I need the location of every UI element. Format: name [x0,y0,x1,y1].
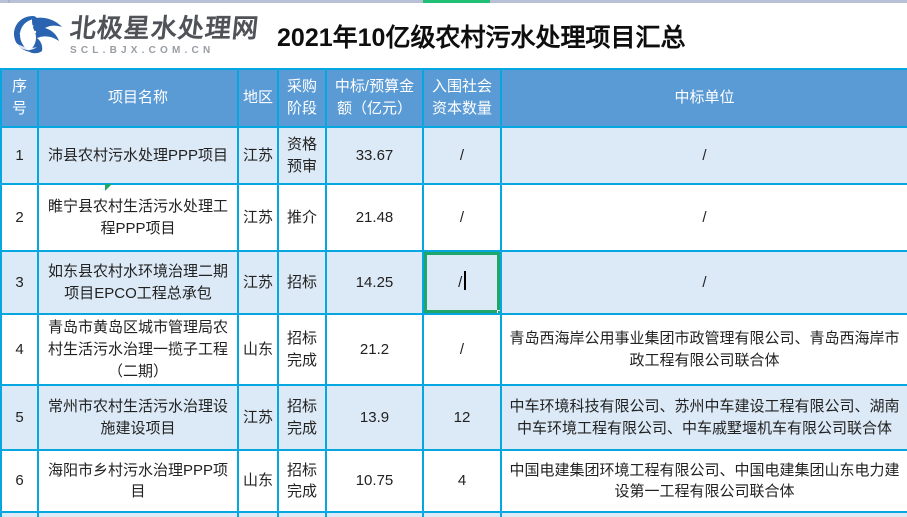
cell-winner[interactable]: 中车环境科技有限公司、苏州中车建设工程有限公司、湖南中车环境工程有限公司、中车戚… [500,384,907,452]
cell-amount[interactable]: 21.48 [325,183,424,252]
table-body: 1 沛县农村污水处理PPP项目 江苏 资格预审 33.67 / / 2 睢宁县农… [0,126,907,517]
cell-region[interactable]: 江苏 [237,126,279,185]
logo-text: 北极星水处理网 SCL.BJX.COM.CN [68,13,261,56]
comment-marker-icon [105,184,112,191]
col-header-index[interactable]: 序号 [0,68,39,128]
cell-project-name[interactable]: 如东县农村水环境治理二期项目EPCO工程总承包 [37,250,239,315]
cell-stage[interactable]: 招标完成 [277,312,327,387]
cell-winner[interactable]: / [500,126,907,185]
col-header-amount[interactable]: 中标/预算金额（亿元） [325,68,424,128]
cell-amount[interactable]: 10.75 [325,449,424,514]
scrollbar-thumb[interactable] [423,0,490,3]
cell-project-name[interactable]: 睢宁县农村生活污水处理工程PPP项目 [37,183,239,252]
table-header: 序号 项目名称 地区 采购阶段 中标/预算金额（亿元） 入围社会资本数量 中标单… [0,68,907,128]
cell-stage[interactable]: 招标 [277,250,327,315]
cell-index[interactable]: 2 [0,183,39,252]
cell-amount[interactable]: 13.9 [325,384,424,452]
table-row: 5 常州市农村生活污水治理设施建设项目 江苏 招标完成 13.9 12 中车环境… [0,384,907,452]
text-cursor [464,271,466,291]
cell-region[interactable]: 江苏 [237,183,279,252]
table-row: 6 海阳市乡村污水治理PPP项目 山东 招标完成 10.75 4 中国电建集团环… [0,449,907,514]
cell-index[interactable]: 5 [0,384,39,452]
cell-project-name[interactable]: 海阳市乡村污水治理PPP项目 [37,449,239,514]
cell-empty[interactable] [237,511,279,517]
col-header-capital-count[interactable]: 入围社会资本数量 [422,68,502,128]
cell-capital-count[interactable]: / [422,126,502,185]
logo-domain: SCL.BJX.COM.CN [70,44,215,56]
cell-capital-count[interactable]: / [422,250,502,315]
cell-index[interactable]: 4 [0,312,39,387]
table-row: 2 睢宁县农村生活污水处理工程PPP项目 江苏 推介 21.48 / / [0,183,907,252]
horizontal-scrollbar[interactable] [0,0,907,3]
col-header-stage[interactable]: 采购阶段 [277,68,327,128]
cell-stage[interactable]: 招标完成 [277,384,327,452]
cell-stage[interactable]: 推介 [277,183,327,252]
table-row-partial [0,511,907,517]
cell-capital-count[interactable]: 12 [422,384,502,452]
cell-index[interactable]: 3 [0,250,39,315]
cell-amount[interactable]: 33.67 [325,126,424,185]
cell-project-name[interactable]: 青岛市黄岛区城市管理局农村生活污水治理一揽子工程（二期） [37,312,239,387]
cell-empty[interactable] [500,511,907,517]
cell-capital-count[interactable]: / [422,183,502,252]
cell-stage[interactable]: 招标完成 [277,449,327,514]
page-title: 2021年10亿级农村污水处理项目汇总 [277,23,686,52]
logo-name: 北极星水处理网 [68,13,261,44]
cell-winner[interactable]: / [500,250,907,315]
logo: 北极星水处理网 SCL.BJX.COM.CN [10,13,261,59]
col-header-project-name[interactable]: 项目名称 [37,68,239,128]
fill-handle[interactable] [497,310,499,312]
cell-stage[interactable]: 资格预审 [277,126,327,185]
table-row: 4 青岛市黄岛区城市管理局农村生活污水治理一揽子工程（二期） 山东 招标完成 2… [0,312,907,387]
table-row: 3 如东县农村水环境治理二期项目EPCO工程总承包 江苏 招标 14.25 / … [0,250,907,315]
cell-region[interactable]: 山东 [237,449,279,514]
cell-capital-count[interactable]: 4 [422,449,502,514]
col-header-region[interactable]: 地区 [237,68,279,128]
col-header-winner[interactable]: 中标单位 [500,68,907,128]
cell-amount[interactable]: 14.25 [325,250,424,315]
cell-index[interactable]: 6 [0,449,39,514]
header-row: 序号 项目名称 地区 采购阶段 中标/预算金额（亿元） 入围社会资本数量 中标单… [0,68,907,128]
cell-project-name[interactable]: 沛县农村污水处理PPP项目 [37,126,239,185]
logo-bird-icon [14,15,62,53]
cell-empty[interactable] [277,511,327,517]
cell-region[interactable]: 江苏 [237,384,279,452]
projects-table: 序号 项目名称 地区 采购阶段 中标/预算金额（亿元） 入围社会资本数量 中标单… [0,68,907,517]
cell-winner[interactable]: 青岛西海岸公用事业集团市政管理有限公司、青岛西海岸市政工程有限公司联合体 [500,312,907,387]
cell-empty[interactable] [325,511,424,517]
cell-project-name[interactable]: 常州市农村生活污水治理设施建设项目 [37,384,239,452]
cell-empty[interactable] [0,511,39,517]
cell-empty[interactable] [37,511,239,517]
cell-index[interactable]: 1 [0,126,39,185]
table-row: 1 沛县农村污水处理PPP项目 江苏 资格预审 33.67 / / [0,126,907,185]
page-header: 北极星水处理网 SCL.BJX.COM.CN 2021年10亿级农村污水处理项目… [0,3,907,68]
cell-empty[interactable] [422,511,502,517]
cell-region[interactable]: 山东 [237,312,279,387]
cell-winner[interactable]: 中国电建集团环境工程有限公司、中国电建集团山东电力建设第一工程有限公司联合体 [500,449,907,514]
cell-capital-count[interactable]: / [422,312,502,387]
cell-amount[interactable]: 21.2 [325,312,424,387]
cell-winner[interactable]: / [500,183,907,252]
cell-region[interactable]: 江苏 [237,250,279,315]
